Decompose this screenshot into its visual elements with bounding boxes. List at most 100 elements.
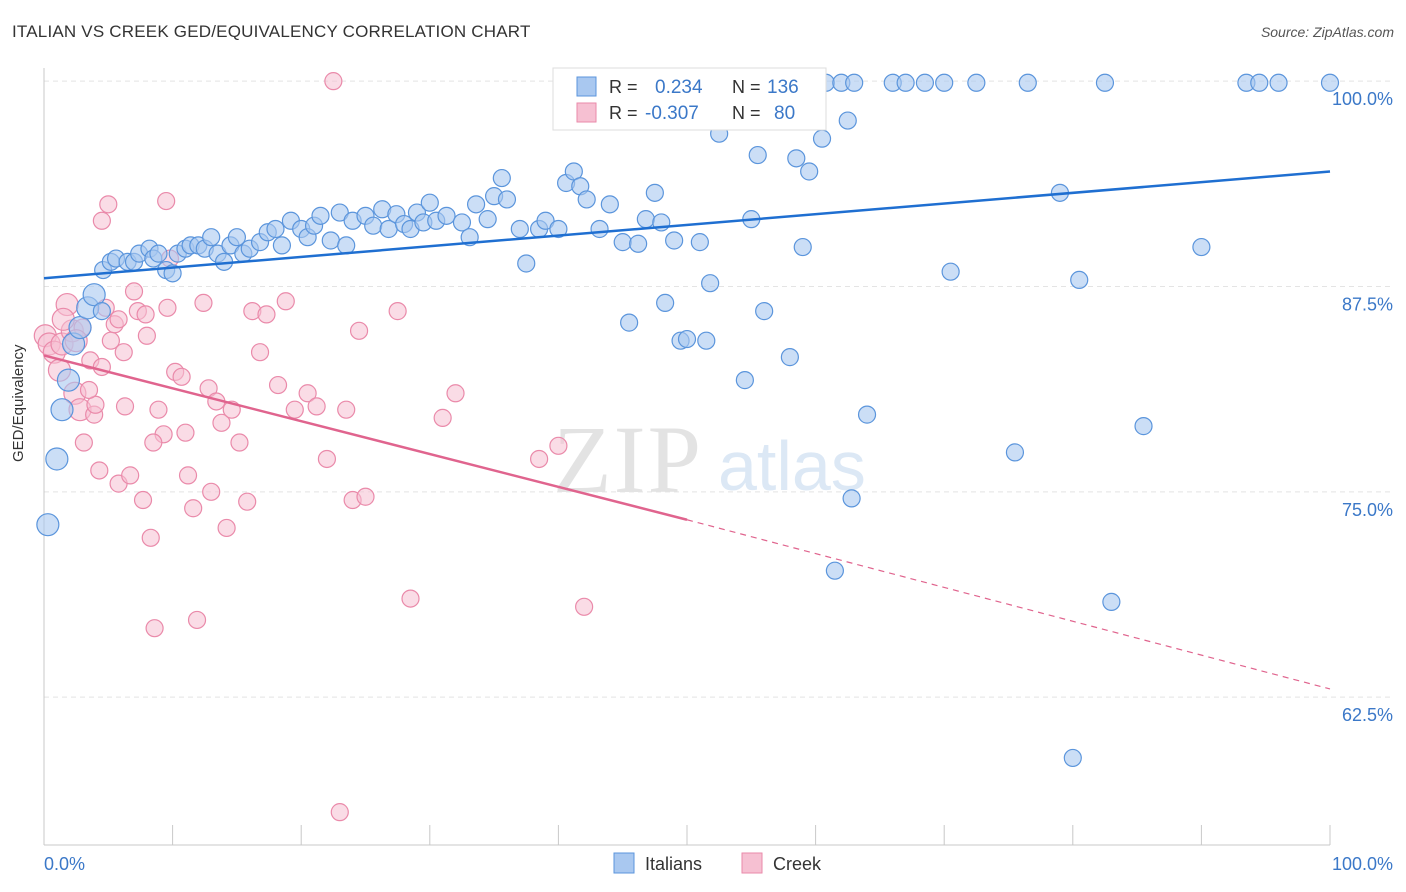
legend-italians-label: Italians: [645, 854, 702, 874]
italians-r-label: R =: [609, 77, 638, 97]
y-tick-label: 100.0%: [1332, 89, 1393, 109]
creek-point: [433, 408, 452, 427]
y-tick-label: 62.5%: [1342, 705, 1393, 725]
creek-point: [268, 375, 288, 395]
italians-point: [845, 73, 864, 92]
italians-point: [701, 274, 720, 293]
y-tick-labels: 100.0% 87.5% 75.0% 62.5%: [1332, 89, 1393, 725]
creek-point: [250, 343, 270, 362]
italians-point: [793, 237, 812, 257]
italians-point: [1070, 270, 1089, 290]
italians-point: [600, 195, 619, 214]
italians-point: [364, 216, 383, 235]
creek-point: [141, 528, 160, 547]
italians-point: [590, 219, 609, 239]
creek-point: [298, 384, 317, 403]
italians-r-value: 0.234: [655, 77, 703, 98]
italians-n-value: 136: [767, 77, 799, 98]
italians-point: [478, 210, 497, 229]
creek-point: [349, 321, 369, 340]
creek-point: [337, 400, 356, 419]
italians-point: [636, 210, 655, 229]
watermark-atlas: atlas: [718, 427, 866, 505]
italians-point: [420, 193, 439, 212]
creek-r-value: -0.307: [645, 103, 699, 124]
italians-swatch: [576, 76, 597, 97]
creek-point: [145, 619, 164, 638]
creek-point: [257, 305, 276, 324]
series-legend: Italians Creek: [613, 852, 822, 874]
creek-point: [238, 492, 257, 511]
axes: [43, 68, 1331, 846]
x-tick-label: 100.0%: [1332, 854, 1393, 874]
italians-point: [321, 231, 340, 250]
italians-point: [896, 73, 915, 92]
creek-point: [356, 487, 375, 506]
creek-point: [92, 211, 111, 230]
italians-point: [941, 262, 960, 281]
legend-creek-label: Creek: [773, 854, 822, 874]
x-tick-label: 0.0%: [44, 854, 85, 874]
italians-point: [1320, 73, 1340, 92]
creek-point: [194, 293, 213, 313]
chart-title: ITALIAN VS CREEK GED/EQUIVALENCY CORRELA…: [12, 22, 531, 41]
italians-n-label: N =: [732, 77, 761, 97]
creek-point: [157, 191, 176, 211]
stats-legend: R = 0.234 N = 136 R = -0.307 N = 80: [552, 67, 827, 131]
italians-point: [1192, 237, 1211, 257]
italians-point: [656, 293, 675, 313]
creek-trend-line: [43, 354, 688, 521]
italians-point: [497, 190, 517, 209]
creek-point: [317, 449, 337, 469]
italians-point: [50, 398, 74, 422]
creek-point: [99, 195, 118, 214]
italians-point: [56, 368, 81, 392]
italians-point: [1134, 417, 1153, 436]
italians-point: [690, 233, 709, 252]
italians-point: [149, 244, 168, 263]
creek-point: [187, 610, 207, 630]
creek-r-label: R =: [609, 103, 638, 123]
italians-point: [266, 219, 285, 239]
italians-point: [330, 203, 349, 222]
creek-point: [401, 589, 420, 608]
creek-point: [285, 400, 304, 419]
creek-trend-extension: [686, 519, 1331, 690]
creek-point: [307, 397, 326, 416]
creek-point: [202, 482, 221, 501]
italians-point: [915, 73, 935, 92]
italians-point: [227, 228, 246, 247]
italians-point: [202, 228, 221, 247]
italians-point: [755, 302, 774, 321]
italians-point: [1005, 443, 1025, 462]
watermark: ZIP atlas: [553, 406, 866, 513]
x-tick-labels: 0.0% 100.0%: [44, 854, 1393, 874]
italians-point: [452, 213, 472, 232]
grid-lines: [44, 80, 1390, 698]
creek-point: [133, 490, 153, 510]
italians-point: [1095, 73, 1115, 92]
italians-point: [517, 254, 536, 273]
source-label: Source: ZipAtlas.com: [1260, 24, 1394, 40]
italians-point: [272, 236, 292, 255]
italians-point: [577, 190, 596, 209]
italians-point: [735, 371, 754, 390]
italians-point: [677, 329, 697, 349]
creek-swatch: [576, 102, 597, 123]
legend-creek-swatch: [741, 852, 763, 874]
italians-point: [645, 183, 664, 202]
trend-lines: [43, 170, 1331, 690]
italians-point: [935, 73, 954, 92]
y-tick-label: 75.0%: [1342, 500, 1393, 520]
creek-point: [172, 367, 191, 386]
creek-point: [178, 466, 198, 485]
italians-point: [492, 168, 511, 188]
italians-point: [842, 489, 861, 508]
stats-legend-box: [552, 67, 827, 131]
creek-point: [114, 343, 133, 362]
italians-point: [437, 206, 456, 225]
italians-trend-line: [43, 170, 1331, 280]
italians-point: [536, 211, 555, 230]
italians-point: [800, 162, 819, 181]
italians-point: [1102, 592, 1121, 611]
